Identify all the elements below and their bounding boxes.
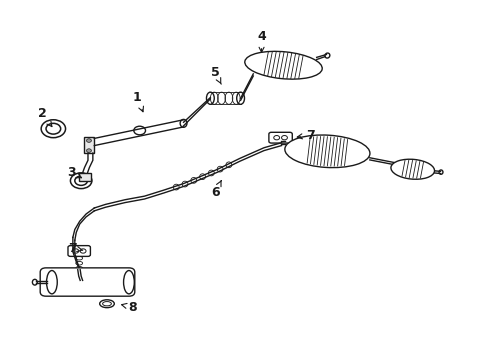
Ellipse shape (390, 159, 434, 179)
Text: 1: 1 (133, 91, 143, 112)
Text: 7: 7 (68, 242, 82, 255)
Text: 4: 4 (257, 30, 265, 52)
Text: 6: 6 (210, 181, 221, 199)
FancyBboxPatch shape (268, 132, 292, 143)
Circle shape (273, 135, 279, 140)
Text: 2: 2 (38, 107, 52, 127)
Circle shape (281, 135, 287, 140)
FancyBboxPatch shape (68, 246, 90, 256)
Circle shape (80, 249, 86, 253)
Circle shape (86, 149, 91, 152)
Ellipse shape (285, 135, 369, 168)
Circle shape (86, 139, 91, 142)
Text: 3: 3 (67, 166, 81, 179)
FancyBboxPatch shape (40, 268, 135, 296)
Text: 5: 5 (210, 66, 221, 84)
FancyBboxPatch shape (83, 137, 94, 153)
Ellipse shape (244, 51, 322, 79)
FancyBboxPatch shape (79, 173, 91, 181)
Text: 8: 8 (122, 301, 136, 314)
Text: 7: 7 (297, 129, 314, 142)
Circle shape (73, 249, 79, 253)
